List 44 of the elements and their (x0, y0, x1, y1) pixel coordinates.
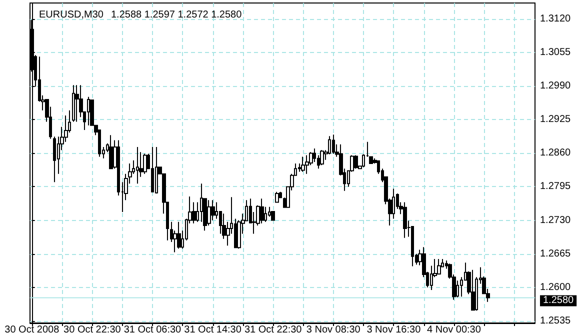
candlestick (471, 269, 475, 312)
x-tick-label: 4 Nov 00:30 (427, 324, 482, 336)
x-tick-label: 31 Oct 14:30 (184, 324, 242, 336)
y-tick-label: 1.2795 (540, 181, 572, 192)
candlestick (301, 156, 305, 172)
candlestick (275, 191, 279, 203)
y-tick-label: 1.3055 (540, 47, 572, 58)
y-tick-label: 1.2860 (540, 148, 572, 159)
y-tick-label: 1.2730 (540, 214, 572, 226)
candlestick (75, 84, 79, 122)
y-tick-label: 1.2535 (540, 315, 572, 326)
y-tick-label: 1.2665 (540, 248, 572, 260)
candlestick (87, 96, 90, 126)
candlestick (98, 129, 101, 158)
candlestick (271, 211, 275, 221)
candlestick (403, 202, 407, 238)
candlestick (437, 258, 441, 275)
candlestick (72, 84, 75, 122)
x-tick-label: 31 Oct 22:30 (244, 324, 302, 336)
x-tick-label: 3 Nov 08:30 (306, 324, 361, 336)
candlestick (260, 198, 264, 224)
candlestick (279, 191, 282, 198)
x-tick-label: 3 Nov 16:30 (366, 324, 422, 336)
candlestick (305, 154, 309, 174)
x-tick-label: 31 Oct 06:30 (124, 324, 182, 336)
ref-line-label: 1.2580 (543, 295, 574, 306)
candlestick (109, 134, 113, 170)
candlestick (155, 146, 158, 194)
candlestick (151, 146, 154, 192)
candlestick (143, 153, 147, 174)
candlestick (332, 134, 335, 154)
text: 1.2588 1.2597 1.2572 1.2580 (111, 10, 242, 20)
x-tick-label: 30 Oct 22:30 (64, 324, 122, 336)
y-tick-label: 1.2925 (540, 114, 572, 126)
x-tick-label: 30 Oct 2008 (4, 324, 60, 336)
candlestick (177, 221, 181, 250)
y-tick-label: 1.2600 (540, 282, 572, 293)
candlestick (136, 146, 139, 184)
candlestick (53, 136, 56, 183)
candlestick (320, 150, 324, 166)
y-tick-label: 1.3120 (540, 14, 572, 24)
candlestick (354, 154, 358, 170)
text: EURUSD,M30 (39, 10, 104, 20)
y-tick-label: 1.2990 (540, 80, 572, 92)
